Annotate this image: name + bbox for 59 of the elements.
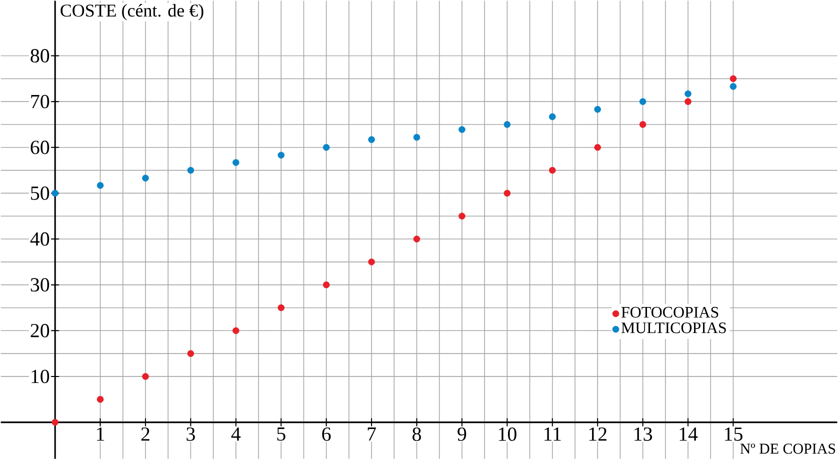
x-tick-label: 10 (498, 428, 516, 442)
y-tick-label: 30 (30, 278, 50, 292)
point (684, 98, 692, 106)
x-tick-label: 5 (277, 428, 286, 441)
x-tick-label: 7 (368, 428, 376, 441)
point (278, 304, 285, 312)
y-tick-label: 80 (30, 49, 50, 63)
point (458, 126, 466, 134)
x-tick-label: 8 (412, 428, 421, 442)
x-tick-label: 9 (458, 428, 466, 442)
y-tick-label: 10 (32, 370, 50, 384)
point (730, 75, 737, 82)
x-tick-label: 6 (322, 428, 331, 442)
x-tick-label: 3 (186, 428, 195, 442)
point (232, 159, 240, 166)
point (368, 136, 375, 144)
point (684, 90, 692, 98)
point (322, 144, 330, 151)
x-tick-label: 13 (634, 428, 652, 442)
point (548, 167, 556, 174)
point (52, 419, 58, 426)
x-tick-label: 12 (589, 428, 606, 441)
point (368, 258, 375, 266)
x-axis-title: Nº DE COPIAS (740, 444, 836, 454)
x-tick-label: 14 (680, 428, 698, 441)
point (96, 182, 104, 189)
x-tick-label: 4 (231, 428, 241, 441)
y-tick-label: 50 (31, 186, 50, 200)
y-tick-label: 20 (30, 324, 50, 338)
point (187, 350, 194, 358)
y-tick-label: 70 (31, 94, 50, 108)
point (142, 373, 149, 380)
point (52, 190, 58, 197)
point (413, 134, 420, 141)
point (730, 83, 737, 90)
point (413, 236, 420, 243)
point (187, 167, 194, 174)
point (548, 113, 556, 120)
point (504, 190, 511, 197)
x-tick-label: 11 (544, 428, 561, 441)
y-tick-label: 60 (30, 140, 50, 154)
x-tick-label: 2 (141, 428, 150, 441)
point (232, 327, 240, 334)
point (278, 152, 285, 159)
point (96, 396, 104, 403)
point (639, 121, 646, 128)
x-tick-label: 15 (724, 428, 742, 441)
y-tick-label: 40 (30, 232, 50, 246)
legend-label: FOTOCOPIAS (621, 307, 718, 318)
point (594, 144, 601, 151)
point (504, 121, 511, 128)
point (142, 174, 149, 182)
x-tick-label: 1 (97, 428, 104, 441)
point (458, 212, 466, 220)
point (322, 282, 330, 288)
point (594, 106, 601, 113)
legend-label: MULTICOPIAS (621, 322, 726, 334)
point (639, 98, 646, 106)
y-axis-title: COSTE (cént. de €) (60, 4, 204, 20)
